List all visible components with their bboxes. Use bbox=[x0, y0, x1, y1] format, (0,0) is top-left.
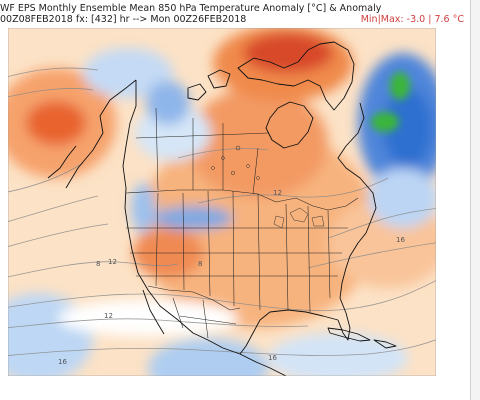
forecast-info: 00Z08FEB2018 fx: [432] hr --> Mon 00Z26F… bbox=[0, 13, 470, 26]
title-text: WF EPS Monthly Ensemble Mean 850 hPa Tem… bbox=[0, 3, 382, 14]
forecast-run-text: 00Z08FEB2018 fx: [432] hr --> Mon 00Z26F… bbox=[0, 14, 247, 25]
min-max-readout: Min|Max: -3.0 | 7.6 °C bbox=[360, 14, 464, 25]
contour-label: 8 bbox=[96, 260, 100, 268]
coastlines bbox=[47, 41, 397, 376]
min-value: -3.0 bbox=[406, 14, 426, 25]
max-value: 7.6 bbox=[434, 14, 450, 25]
contour-label: 16 bbox=[268, 354, 277, 362]
contour-label: 12 bbox=[104, 312, 113, 320]
min-max-label: Min|Max: bbox=[360, 14, 404, 25]
temperature-anomaly-map: 12 12 8 8 12 16 16 16 bbox=[8, 28, 436, 376]
cold-max-patch-2 bbox=[371, 112, 399, 132]
rockies-cold-anomaly bbox=[153, 206, 233, 230]
contour-label: 8 bbox=[198, 260, 202, 268]
contour-label: 16 bbox=[396, 236, 405, 244]
political-borders bbox=[125, 107, 359, 339]
contour-label: 16 bbox=[58, 358, 67, 366]
right-panel-edge bbox=[470, 0, 480, 400]
lakes bbox=[211, 145, 325, 229]
cold-max-patch-1 bbox=[390, 72, 410, 100]
contour-label: 12 bbox=[273, 189, 282, 197]
isotherm-contours bbox=[8, 67, 436, 356]
contour-label: 12 bbox=[108, 258, 117, 266]
unit: °C bbox=[452, 14, 464, 25]
map-title: WF EPS Monthly Ensemble Mean 850 hPa Tem… bbox=[0, 2, 470, 15]
